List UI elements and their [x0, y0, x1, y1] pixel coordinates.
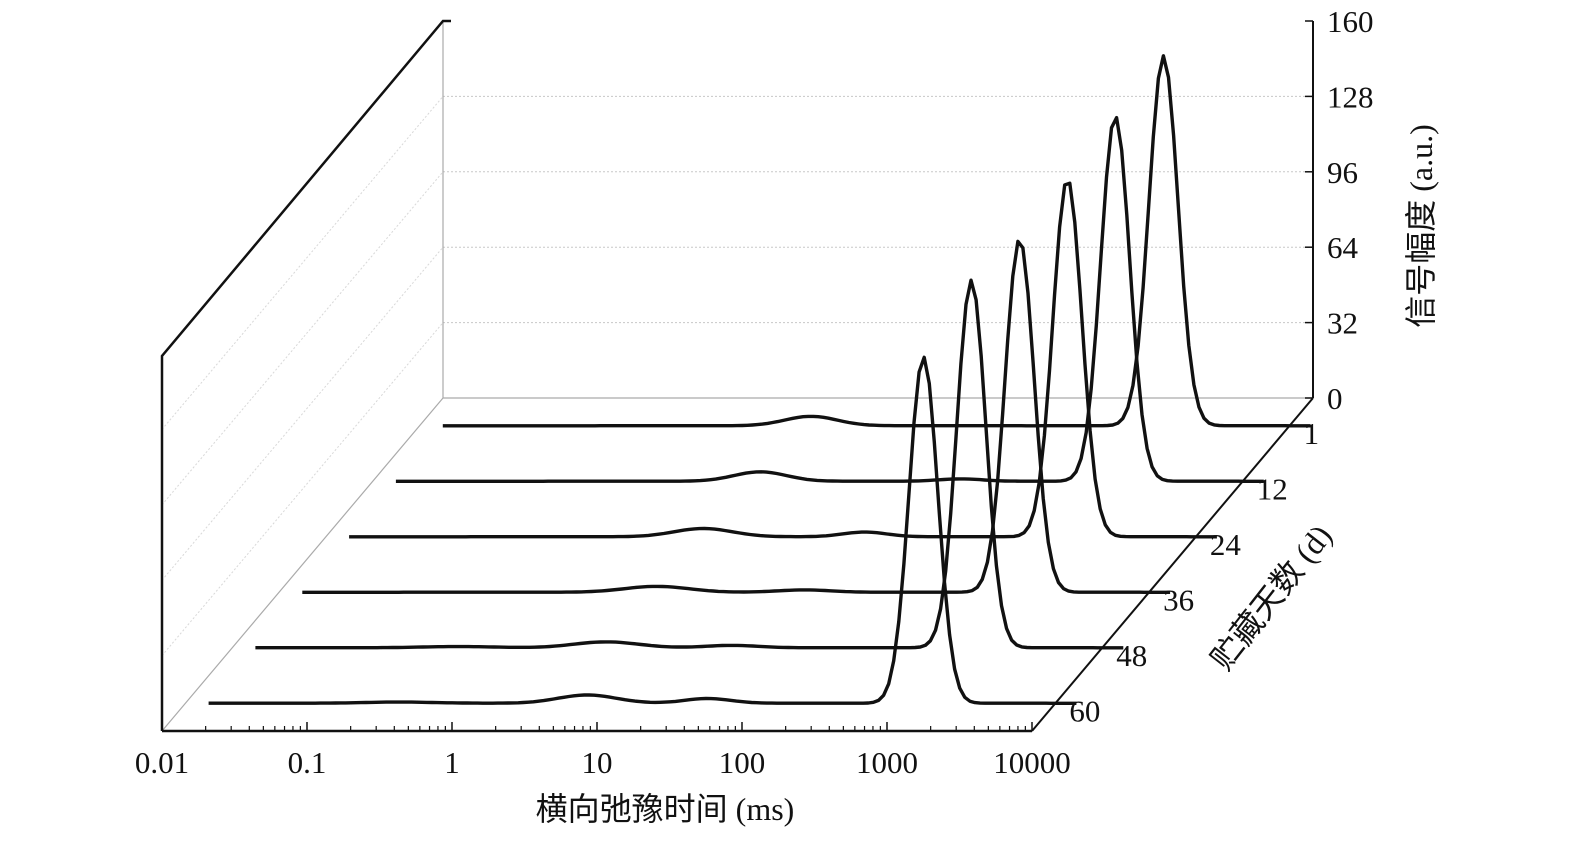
axes-frame [160, 19, 1314, 733]
series-layer [208, 54, 1311, 705]
z-tick-label: 24 [1210, 527, 1242, 562]
y-tick-label: 128 [1327, 79, 1374, 114]
left-wall-edge [160, 19, 451, 731]
z-tick-label: 48 [1116, 638, 1147, 673]
x-tick-label: 1 [444, 745, 460, 780]
series-line-day-24 [349, 181, 1217, 539]
series-line-day-1 [442, 54, 1311, 428]
x-tick-label: 0.1 [288, 745, 327, 780]
z-tick-label: 12 [1257, 471, 1288, 506]
y-tick-label: 64 [1327, 230, 1359, 265]
series-line-day-48 [255, 278, 1124, 650]
floor-left-edge [161, 397, 444, 732]
left-wall-gridline [161, 246, 444, 581]
y-axis-title: 信号幅度 (a.u.) [1403, 124, 1439, 328]
series-line-day-60 [208, 355, 1077, 705]
x-tick-label: 100 [719, 745, 766, 780]
z-tick-label: 60 [1069, 693, 1100, 728]
left-wall-gridline [161, 171, 444, 506]
y-tick-label: 32 [1327, 306, 1358, 341]
z-axis-line [1031, 397, 1314, 732]
left-wall-gridline [161, 96, 444, 430]
x-tick-label: 0.01 [135, 745, 189, 780]
x-axis-title: 横向弛豫时间 (ms) [536, 791, 795, 827]
x-tick-label: 10000 [993, 745, 1071, 780]
tick-layer: 0.01 0.1 1 10 100 1000 10000 0 32 64 96 128 160 1 12 24… [135, 4, 1374, 780]
y-tick-label: 96 [1327, 155, 1358, 190]
y-tick-label: 0 [1327, 381, 1343, 416]
z-tick-label: 1 [1304, 416, 1320, 451]
z-tick-label: 36 [1163, 582, 1194, 617]
series-line-day-36 [302, 239, 1171, 594]
series-line-day-12 [395, 115, 1264, 483]
grid-layer [161, 95, 1313, 656]
x-tick-label: 1000 [856, 745, 918, 780]
x-tick-label: 10 [582, 745, 613, 780]
y-tick-label: 160 [1327, 4, 1374, 39]
left-wall-gridline [161, 322, 444, 656]
